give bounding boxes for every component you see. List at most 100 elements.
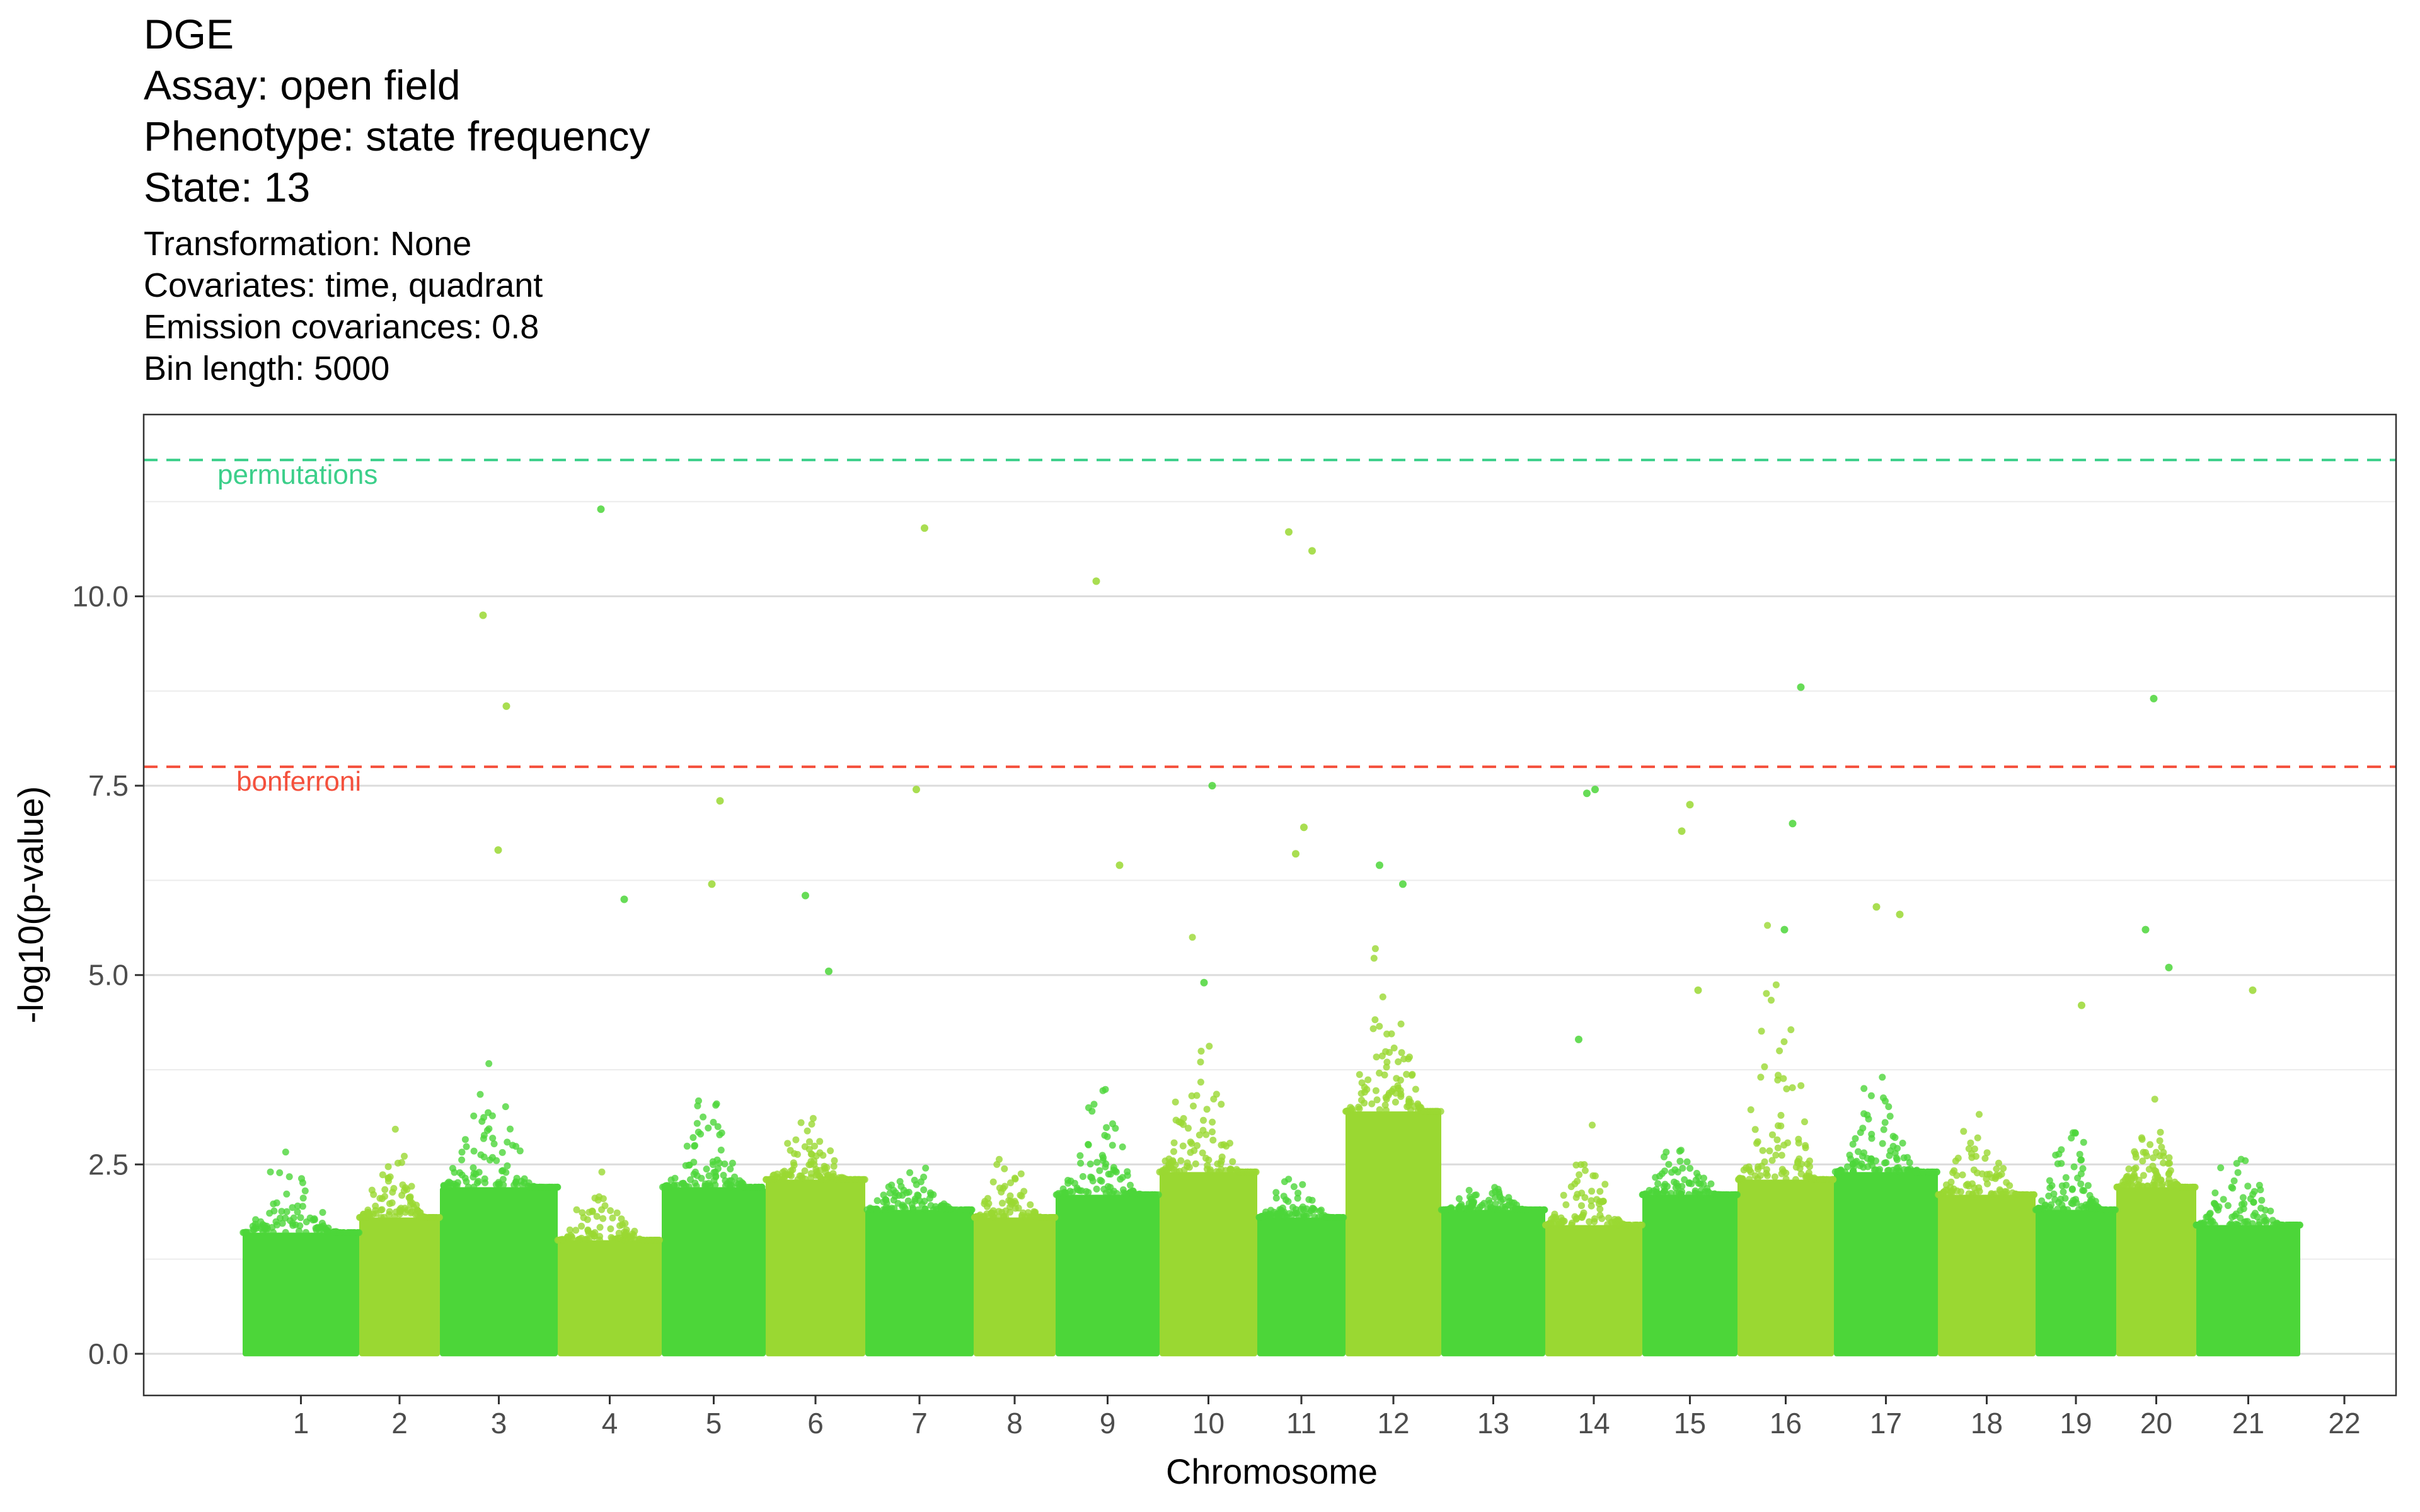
data-point bbox=[2237, 1206, 2244, 1214]
significant-point bbox=[716, 797, 724, 805]
data-point bbox=[1194, 1142, 1201, 1149]
data-point bbox=[1993, 1165, 2000, 1172]
data-point bbox=[1196, 1131, 1203, 1139]
data-point bbox=[2061, 1194, 2069, 1202]
data-point bbox=[509, 1142, 516, 1149]
data-point bbox=[564, 1233, 572, 1240]
significant-point bbox=[1092, 577, 1100, 585]
data-point bbox=[1102, 1163, 1109, 1171]
data-point bbox=[1465, 1186, 1473, 1194]
x-axis-label: Chromosome bbox=[1166, 1452, 1378, 1491]
data-point bbox=[2158, 1183, 2166, 1190]
data-point bbox=[2175, 1183, 2182, 1191]
y-tick-label: 10.0 bbox=[72, 580, 129, 613]
data-point bbox=[922, 1164, 930, 1172]
data-point bbox=[461, 1174, 469, 1182]
data-point bbox=[267, 1168, 274, 1176]
significant-point bbox=[1780, 925, 1789, 934]
data-point bbox=[2079, 1165, 2087, 1172]
data-point bbox=[1403, 1070, 1410, 1078]
data-point bbox=[2132, 1154, 2140, 1161]
data-point bbox=[1531, 1206, 1539, 1213]
data-point bbox=[1775, 1072, 1782, 1079]
data-point bbox=[1671, 1178, 1678, 1186]
significant-point bbox=[1583, 789, 1591, 798]
y-tick-label: 5.0 bbox=[88, 959, 129, 992]
data-point bbox=[283, 1190, 291, 1198]
data-point bbox=[1299, 1203, 1306, 1211]
data-point bbox=[2260, 1213, 2267, 1221]
data-point bbox=[1334, 1214, 1342, 1221]
data-point bbox=[890, 1196, 897, 1204]
data-point bbox=[2117, 1182, 2124, 1189]
data-point bbox=[1491, 1184, 1499, 1191]
threshold-label-permutations: permutations bbox=[217, 459, 377, 490]
chromosome-band-3 bbox=[440, 1187, 558, 1356]
data-point bbox=[1688, 1180, 1695, 1188]
data-point bbox=[1630, 1222, 1637, 1228]
data-point bbox=[1308, 1196, 1316, 1204]
data-point bbox=[693, 1183, 700, 1190]
x-tick-label: 15 bbox=[1674, 1407, 1706, 1440]
data-point bbox=[2296, 1222, 2303, 1228]
data-point bbox=[475, 1169, 483, 1176]
data-point bbox=[1255, 1213, 1263, 1221]
data-point bbox=[1495, 1191, 1503, 1198]
data-point bbox=[2135, 1176, 2143, 1184]
x-tick-label: 16 bbox=[1770, 1407, 1802, 1440]
data-point bbox=[2239, 1194, 2247, 1201]
data-point bbox=[391, 1125, 399, 1133]
data-point bbox=[1879, 1074, 1886, 1081]
data-point bbox=[1218, 1101, 1225, 1108]
data-point bbox=[2149, 1181, 2156, 1189]
data-point bbox=[1879, 1140, 1886, 1147]
data-point bbox=[1581, 1167, 1589, 1174]
data-point bbox=[1373, 1096, 1381, 1104]
data-point bbox=[797, 1119, 805, 1126]
data-point bbox=[1205, 1156, 1213, 1164]
data-point bbox=[722, 1177, 729, 1184]
data-point bbox=[1555, 1218, 1562, 1225]
data-point bbox=[1593, 1196, 1601, 1203]
chromosome-band-17 bbox=[1834, 1172, 1938, 1356]
y-tick-label: 0.0 bbox=[88, 1337, 129, 1370]
data-point bbox=[1976, 1188, 1983, 1195]
data-point bbox=[619, 1221, 626, 1228]
data-point bbox=[299, 1194, 307, 1202]
data-point bbox=[1698, 1191, 1706, 1198]
data-point bbox=[1816, 1176, 1824, 1183]
data-point bbox=[1272, 1194, 1280, 1202]
data-point bbox=[914, 1206, 922, 1213]
data-point bbox=[2139, 1183, 2146, 1190]
significant-point bbox=[1872, 903, 1881, 911]
data-point bbox=[728, 1183, 735, 1190]
data-point bbox=[1383, 1030, 1391, 1038]
data-point bbox=[2211, 1200, 2218, 1208]
data-point bbox=[319, 1209, 326, 1216]
data-point bbox=[1596, 1188, 1604, 1195]
data-point bbox=[729, 1159, 736, 1167]
data-point bbox=[1881, 1119, 1889, 1126]
data-point bbox=[1473, 1191, 1480, 1199]
data-point bbox=[813, 1168, 821, 1176]
data-point bbox=[1995, 1159, 2002, 1167]
data-point bbox=[673, 1181, 681, 1189]
chromosome-band-14 bbox=[1545, 1225, 1642, 1356]
x-tick-label: 3 bbox=[491, 1407, 507, 1440]
data-point bbox=[566, 1226, 573, 1234]
data-point bbox=[470, 1173, 477, 1181]
data-point bbox=[1356, 1071, 1363, 1079]
data-point bbox=[1077, 1159, 1085, 1167]
data-point bbox=[507, 1125, 514, 1133]
data-point bbox=[2046, 1177, 2053, 1184]
data-point bbox=[830, 1172, 838, 1180]
chromosome-band-5 bbox=[662, 1187, 766, 1356]
data-point bbox=[808, 1120, 815, 1128]
data-point bbox=[1193, 1092, 1201, 1099]
data-point bbox=[1886, 1113, 1894, 1120]
data-point bbox=[259, 1221, 267, 1228]
data-point bbox=[999, 1200, 1006, 1207]
data-point bbox=[263, 1227, 270, 1235]
data-point bbox=[368, 1186, 376, 1194]
data-point bbox=[2068, 1134, 2075, 1142]
